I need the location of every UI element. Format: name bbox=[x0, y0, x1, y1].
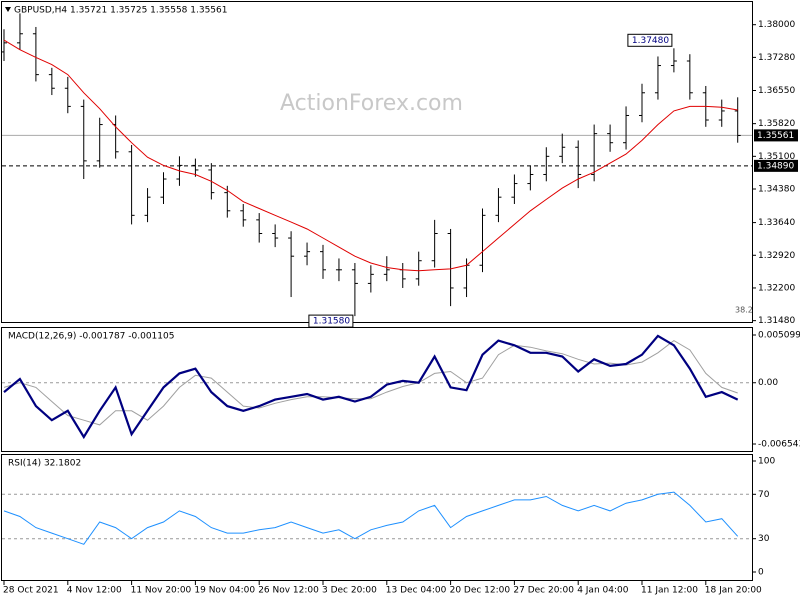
annotation: 1.31580 bbox=[313, 317, 350, 327]
annotation: 1.37480 bbox=[632, 36, 669, 46]
y-tick-label: 1.35820 bbox=[758, 119, 795, 129]
level-box bbox=[754, 159, 798, 172]
y-tick-label: 1.32200 bbox=[758, 283, 795, 293]
y-tick-label: 0 bbox=[758, 568, 764, 578]
annotation-box bbox=[308, 314, 354, 328]
watermark: ActionForex.com bbox=[280, 91, 463, 116]
price-frame bbox=[1, 1, 753, 323]
y-tick-label: 1.35100 bbox=[758, 152, 795, 162]
x-tick-label: 19 Nov 04:00 bbox=[194, 586, 255, 596]
x-tick-label: 18 Jan 20:00 bbox=[705, 586, 762, 596]
rsi-title: RSI(14) 32.1802 bbox=[8, 459, 81, 469]
x-tick-label: 11 Jan 12:00 bbox=[641, 586, 698, 596]
y-tick-label: 1.31480 bbox=[758, 316, 795, 326]
x-tick-label: 13 Dec 04:00 bbox=[386, 586, 447, 596]
y-tick-label: 1.33640 bbox=[758, 218, 795, 228]
x-tick-label: 4 Jan 04:00 bbox=[577, 586, 629, 596]
level-label: 1.34890 bbox=[757, 161, 794, 171]
moving-average bbox=[3, 39, 738, 272]
y-tick-label: 0.005099 bbox=[758, 331, 800, 341]
x-tick-label: 4 Nov 12:00 bbox=[67, 586, 122, 596]
macd-frame bbox=[1, 327, 753, 452]
rsi-frame bbox=[1, 454, 753, 581]
y-tick-label: 1.32920 bbox=[758, 251, 795, 261]
x-tick-label: 28 Oct 2021 bbox=[3, 586, 59, 596]
y-tick-label: 70 bbox=[758, 490, 770, 500]
x-tick-label: 11 Nov 20:00 bbox=[131, 586, 192, 596]
y-tick-label: 30 bbox=[758, 534, 770, 544]
x-tick-label: 26 Nov 12:00 bbox=[258, 586, 319, 596]
y-tick-label: 100 bbox=[758, 457, 775, 467]
y-tick-label: -0.006543 bbox=[758, 440, 800, 450]
y-tick-label: 1.36550 bbox=[758, 86, 795, 96]
current-label: 1.35561 bbox=[757, 131, 794, 141]
fib-label: 38.2 bbox=[735, 306, 753, 315]
x-tick-label: 27 Dec 20:00 bbox=[513, 586, 574, 596]
macd-line bbox=[3, 339, 738, 426]
menu-arrow bbox=[5, 7, 11, 12]
macd-title: MACD(12,26,9) -0.001787 -0.001105 bbox=[8, 332, 174, 342]
x-tick-label: 3 Dec 20:00 bbox=[322, 586, 377, 596]
rsi-line bbox=[3, 491, 739, 545]
y-tick-label: 1.34380 bbox=[758, 185, 795, 195]
annotation-box bbox=[627, 33, 673, 47]
price-title: GBPUSD,H4 1.35721 1.35725 1.35558 1.3556… bbox=[14, 6, 227, 16]
macd-line bbox=[3, 334, 739, 440]
y-tick-label: 0.00 bbox=[758, 378, 778, 388]
y-tick-label: 1.37280 bbox=[758, 53, 795, 63]
x-tick-label: 20 Dec 12:00 bbox=[450, 586, 511, 596]
current-box bbox=[754, 129, 798, 142]
y-tick-label: 1.38000 bbox=[758, 20, 795, 30]
